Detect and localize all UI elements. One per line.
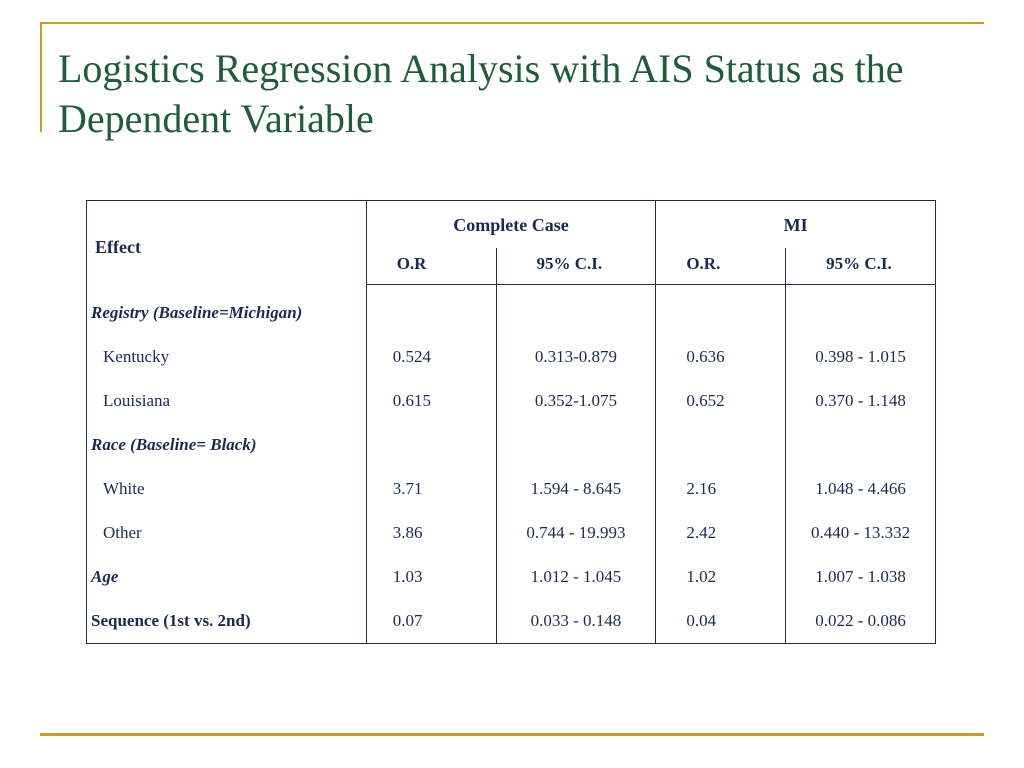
cell-mi-or: 0.652 (656, 379, 786, 423)
row-label: Other (87, 523, 142, 542)
row-label: Kentucky (87, 347, 169, 366)
header-group-complete-case: Complete Case (366, 201, 656, 249)
table-row: Louisiana 0.615 0.352-1.075 0.652 0.370 … (87, 379, 936, 423)
row-label-age: Age (87, 567, 118, 586)
cell-cc-or: 0.615 (366, 379, 496, 423)
table-row: Race (Baseline= Black) (87, 423, 936, 467)
cell-mi-ci: 0.440 - 13.332 (786, 511, 936, 555)
decorative-rule-bottom (40, 733, 984, 736)
cell-cc-or: 0.07 (366, 599, 496, 644)
cell-mi-ci: 1.048 - 4.466 (786, 467, 936, 511)
cell-cc-ci: 0.033 - 0.148 (496, 599, 656, 644)
page-title: Logistics Regression Analysis with AIS S… (58, 44, 966, 144)
header-effect: Effect (87, 201, 367, 285)
cell-mi-or: 0.04 (656, 599, 786, 644)
cell-cc-ci: 0.744 - 19.993 (496, 511, 656, 555)
cell-cc-or: 3.86 (366, 511, 496, 555)
cell-cc-ci: 0.313-0.879 (496, 335, 656, 379)
table-row: Sequence (1st vs. 2nd) 0.07 0.033 - 0.14… (87, 599, 936, 644)
table-row: White 3.71 1.594 - 8.645 2.16 1.048 - 4.… (87, 467, 936, 511)
cell-cc-ci: 1.594 - 8.645 (496, 467, 656, 511)
cell-mi-ci: 0.398 - 1.015 (786, 335, 936, 379)
table-row: Age 1.03 1.012 - 1.045 1.02 1.007 - 1.03… (87, 555, 936, 599)
cell-mi-ci: 0.370 - 1.148 (786, 379, 936, 423)
row-label-sequence: Sequence (1st vs. 2nd) (87, 611, 251, 630)
cell-mi-or: 2.16 (656, 467, 786, 511)
header-cc-or: O.R (366, 248, 496, 285)
regression-table: Effect Complete Case MI O.R 95% C.I. O.R… (86, 200, 936, 644)
cell-cc-or: 3.71 (366, 467, 496, 511)
header-cc-ci: 95% C.I. (496, 248, 656, 285)
cell-cc-or: 0.524 (366, 335, 496, 379)
table-row: Kentucky 0.524 0.313-0.879 0.636 0.398 -… (87, 335, 936, 379)
row-label: Louisiana (87, 391, 170, 410)
section-label-race: Race (Baseline= Black) (87, 435, 257, 454)
cell-cc-ci: 1.012 - 1.045 (496, 555, 656, 599)
header-group-mi: MI (656, 201, 936, 249)
header-mi-or: O.R. (656, 248, 786, 285)
cell-mi-or: 2.42 (656, 511, 786, 555)
table-row: Other 3.86 0.744 - 19.993 2.42 0.440 - 1… (87, 511, 936, 555)
row-label: White (87, 479, 145, 498)
cell-cc-or: 1.03 (366, 555, 496, 599)
cell-mi-or: 0.636 (656, 335, 786, 379)
cell-cc-ci: 0.352-1.075 (496, 379, 656, 423)
section-label-registry: Registry (Baseline=Michigan) (87, 303, 302, 322)
table-row: Registry (Baseline=Michigan) (87, 285, 936, 335)
cell-mi-ci: 0.022 - 0.086 (786, 599, 936, 644)
decorative-rule-top (40, 22, 984, 24)
decorative-rule-left (40, 22, 42, 132)
cell-mi-or: 1.02 (656, 555, 786, 599)
cell-mi-ci: 1.007 - 1.038 (786, 555, 936, 599)
header-mi-ci: 95% C.I. (786, 248, 936, 285)
